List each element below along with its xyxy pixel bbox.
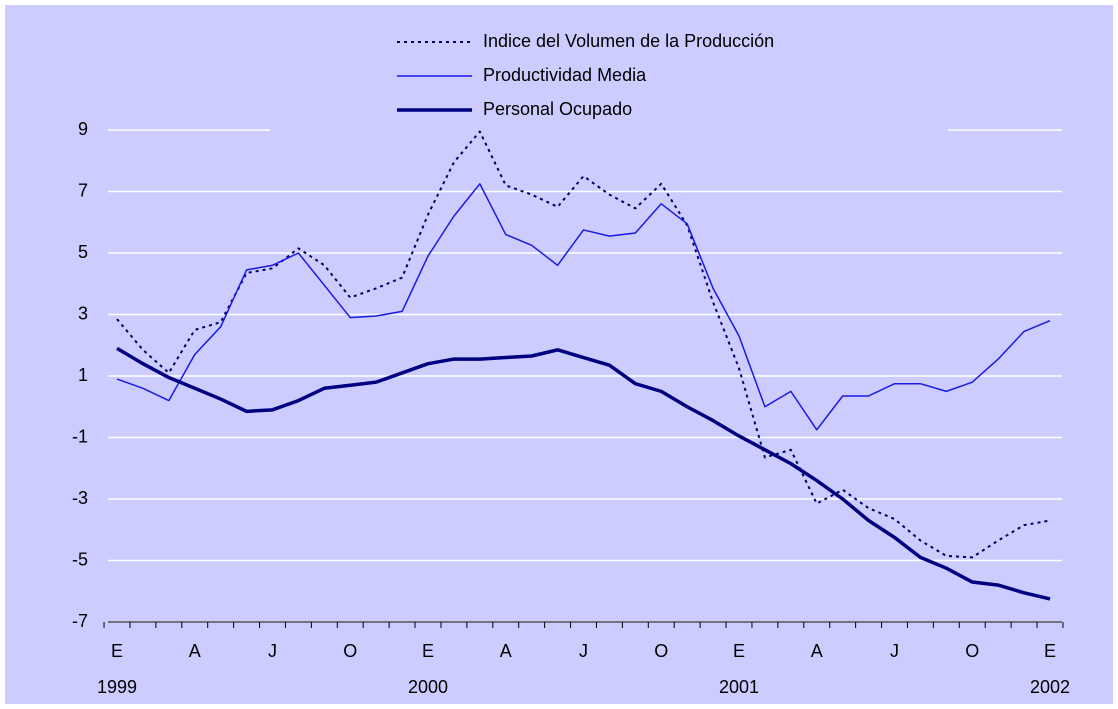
x-tick-label: J — [890, 641, 899, 661]
x-tick-label: O — [965, 641, 979, 661]
x-group-label: 1999 — [97, 677, 137, 697]
x-tick-label: J — [579, 641, 588, 661]
x-group-label: 2001 — [719, 677, 759, 697]
x-tick-label: A — [500, 641, 512, 661]
x-tick-label: O — [654, 641, 668, 661]
legend-label: Productividad Media — [483, 65, 647, 85]
x-tick-label: O — [343, 641, 357, 661]
y-tick-label: -1 — [72, 426, 88, 446]
y-tick-label: -5 — [72, 549, 88, 569]
y-tick-label: -7 — [72, 611, 88, 631]
x-group-label: 2000 — [408, 677, 448, 697]
x-tick-label: A — [189, 641, 201, 661]
legend-label: Personal Ocupado — [483, 99, 632, 119]
legend-background — [270, 22, 948, 155]
x-group-label: 2002 — [1030, 677, 1070, 697]
y-tick-label: 9 — [78, 119, 88, 139]
x-tick-label: E — [422, 641, 434, 661]
legend-label: Indice del Volumen de la Producción — [483, 31, 774, 51]
x-tick-label: J — [268, 641, 277, 661]
y-tick-label: 7 — [78, 180, 88, 200]
series-line — [116, 183, 1051, 431]
y-tick-label: 3 — [78, 303, 88, 323]
series-line — [116, 346, 1051, 601]
y-tick-label: 5 — [78, 242, 88, 262]
x-tick-label: E — [733, 641, 745, 661]
x-tick-label: E — [111, 641, 123, 661]
y-tick-label: -3 — [72, 488, 88, 508]
x-tick-label: A — [811, 641, 823, 661]
y-tick-label: 1 — [78, 365, 88, 385]
x-tick-label: E — [1044, 641, 1056, 661]
